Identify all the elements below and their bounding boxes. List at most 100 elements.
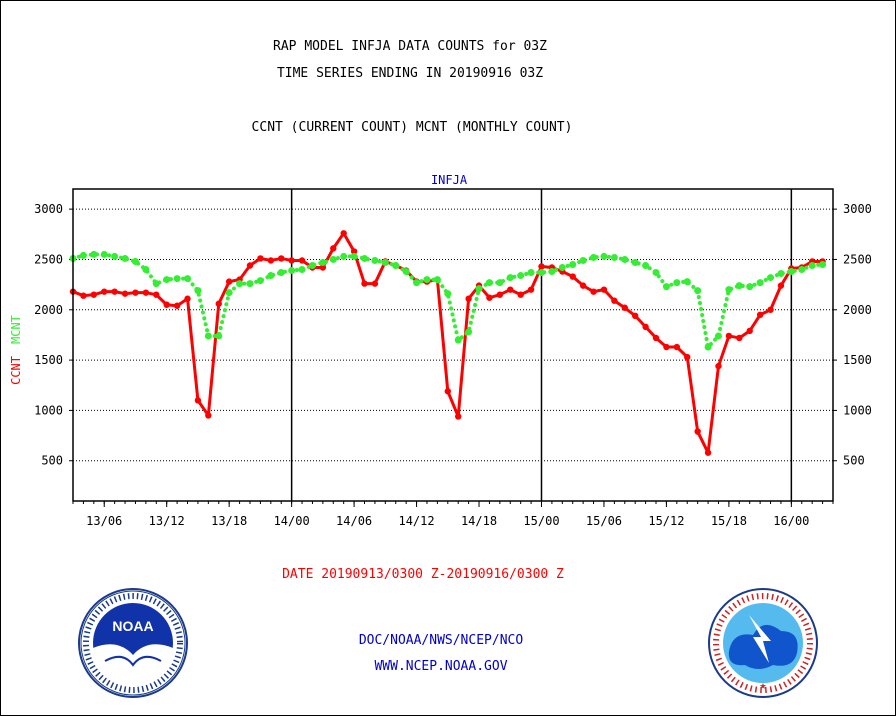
data-point-mcnt	[194, 287, 202, 295]
x-tick-label: 14/06	[336, 514, 372, 528]
data-point-ccnt	[756, 311, 764, 319]
data-point-ccnt	[153, 291, 160, 298]
data-point-ccnt	[101, 288, 108, 295]
data-point-ccnt	[205, 412, 212, 419]
data-point-ccnt	[704, 449, 712, 456]
data-point-mcnt	[142, 266, 150, 274]
y-tick-label-right: 2500	[843, 252, 872, 266]
data-point-ccnt	[767, 306, 774, 313]
data-point-mcnt	[361, 254, 369, 262]
y-tick-label-right: 1500	[843, 353, 872, 367]
chart-title-line2: TIME SERIES ENDING IN 20190916 03Z	[277, 66, 543, 81]
data-point-ccnt	[142, 289, 150, 296]
data-point-ccnt	[600, 286, 608, 293]
data-point-mcnt	[579, 256, 587, 264]
data-point-ccnt	[631, 312, 639, 320]
data-point-ccnt	[111, 288, 118, 295]
data-point-ccnt	[319, 264, 327, 271]
noaa-logo-icon: NOAA	[78, 588, 188, 698]
data-point-ccnt	[517, 291, 524, 298]
data-point-mcnt	[506, 274, 514, 282]
data-point-mcnt	[340, 252, 348, 260]
x-tick-label: 13/12	[149, 514, 185, 528]
data-point-mcnt	[236, 280, 244, 288]
data-point-mcnt	[735, 282, 743, 290]
data-point-ccnt	[465, 295, 472, 302]
data-point-mcnt	[256, 277, 264, 285]
data-point-mcnt	[746, 283, 754, 291]
data-point-mcnt	[714, 332, 722, 340]
data-point-ccnt	[673, 343, 681, 351]
data-point-mcnt	[163, 276, 171, 284]
website-link[interactable]: WWW.NCEP.NOAA.GOV	[374, 659, 507, 674]
data-point-ccnt	[507, 286, 514, 293]
data-point-mcnt	[225, 289, 233, 297]
data-point-ccnt	[225, 278, 233, 285]
y-axis-label-mcnt: MCNT	[9, 315, 23, 344]
data-point-mcnt	[121, 254, 129, 262]
y-tick-label-left: 2500	[34, 252, 63, 266]
data-point-mcnt	[381, 258, 389, 266]
data-point-mcnt	[444, 290, 452, 298]
nws-logo-icon: ★	[708, 588, 818, 698]
data-point-ccnt	[652, 334, 660, 342]
data-point-mcnt	[777, 270, 785, 278]
data-point-ccnt	[278, 255, 285, 262]
data-point-ccnt	[163, 301, 170, 308]
data-point-mcnt	[517, 272, 525, 280]
y-tick-label-left: 3000	[34, 202, 63, 216]
data-point-mcnt	[308, 261, 316, 269]
data-point-ccnt	[736, 334, 743, 342]
data-point-ccnt	[361, 280, 368, 287]
y-tick-label-left: 1500	[34, 353, 63, 367]
plot-background	[73, 189, 833, 501]
x-tick-label: 13/06	[86, 514, 122, 528]
data-point-mcnt	[590, 253, 598, 261]
data-point-ccnt	[215, 300, 222, 307]
data-point-mcnt	[548, 268, 556, 276]
data-point-ccnt	[621, 304, 628, 311]
data-point-ccnt	[288, 257, 295, 264]
data-point-mcnt	[631, 258, 639, 266]
data-point-mcnt	[569, 260, 577, 268]
data-point-ccnt	[184, 295, 191, 302]
star-icon: ★	[759, 678, 766, 692]
y-tick-label-left: 2000	[34, 303, 63, 317]
data-point-mcnt	[652, 269, 660, 277]
data-point-mcnt	[496, 279, 504, 287]
data-point-mcnt	[288, 267, 296, 275]
data-point-mcnt	[350, 252, 358, 260]
data-point-ccnt	[340, 230, 347, 237]
data-point-ccnt	[642, 323, 649, 331]
data-point-mcnt	[756, 279, 764, 287]
y-tick-label-right: 500	[843, 454, 865, 468]
data-point-mcnt	[819, 260, 827, 268]
data-point-mcnt	[152, 280, 160, 288]
data-point-mcnt	[392, 261, 400, 269]
data-point-mcnt	[267, 272, 275, 280]
data-point-mcnt	[558, 264, 566, 272]
data-point-mcnt	[694, 287, 702, 295]
data-point-ccnt	[579, 282, 587, 289]
data-point-mcnt	[131, 257, 139, 265]
data-point-mcnt	[184, 275, 192, 283]
x-tick-label: 14/00	[274, 514, 310, 528]
data-point-ccnt	[80, 292, 87, 299]
data-point-mcnt	[600, 252, 608, 260]
data-point-ccnt	[132, 289, 139, 296]
x-tick-label: 15/06	[586, 514, 622, 528]
data-point-ccnt	[455, 413, 462, 420]
data-point-ccnt	[90, 291, 98, 298]
data-point-mcnt	[673, 279, 681, 287]
data-point-mcnt	[767, 274, 775, 282]
data-point-mcnt	[173, 275, 181, 283]
y-tick-label-right: 1000	[843, 403, 872, 417]
data-point-ccnt	[746, 327, 753, 335]
data-point-ccnt	[663, 343, 670, 351]
data-point-mcnt	[111, 252, 119, 260]
data-point-mcnt	[610, 253, 618, 261]
data-point-mcnt	[704, 343, 712, 351]
data-point-mcnt	[402, 268, 410, 276]
x-tick-label: 15/12	[648, 514, 684, 528]
